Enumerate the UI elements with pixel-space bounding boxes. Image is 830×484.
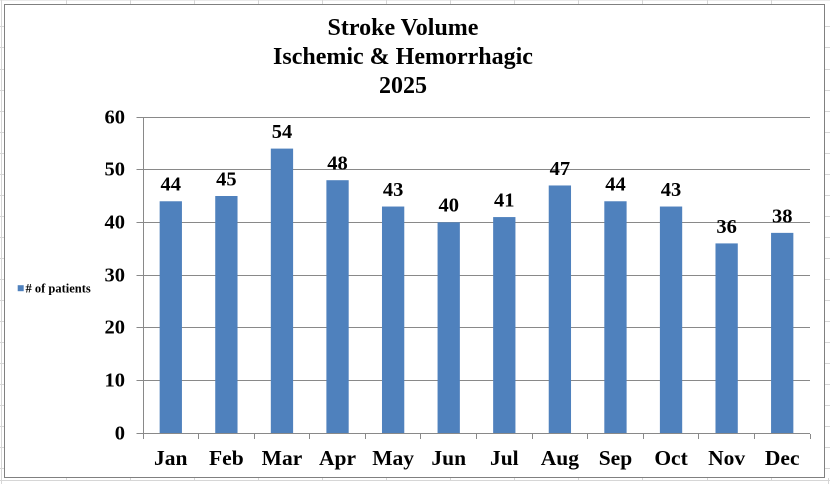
svg-text:47: 47	[550, 158, 571, 180]
svg-text:38: 38	[772, 205, 793, 227]
svg-text:40: 40	[105, 211, 126, 233]
svg-text:2025: 2025	[379, 73, 427, 99]
svg-text:Jan: Jan	[154, 446, 188, 470]
svg-text:40: 40	[438, 195, 459, 217]
svg-text:20: 20	[105, 316, 126, 338]
svg-text:Jul: Jul	[490, 446, 519, 470]
svg-text:36: 36	[716, 216, 737, 238]
svg-text:45: 45	[216, 168, 237, 190]
svg-text:50: 50	[105, 158, 126, 180]
svg-text:Stroke Volume: Stroke Volume	[328, 15, 479, 41]
svg-text:44: 44	[161, 174, 182, 196]
svg-text:48: 48	[327, 153, 348, 175]
svg-text:May: May	[372, 446, 414, 470]
svg-text:Apr: Apr	[319, 446, 356, 470]
svg-text:60: 60	[105, 106, 126, 128]
svg-text:Jun: Jun	[431, 446, 466, 470]
svg-text:Aug: Aug	[541, 446, 579, 470]
svg-text:Feb: Feb	[209, 446, 244, 470]
svg-text:43: 43	[383, 179, 404, 201]
svg-text:# of patients: # of patients	[26, 282, 91, 296]
svg-text:43: 43	[661, 179, 682, 201]
svg-text:41: 41	[494, 189, 515, 211]
svg-text:54: 54	[272, 121, 293, 143]
svg-text:Sep: Sep	[599, 446, 633, 470]
svg-text:Nov: Nov	[708, 446, 745, 470]
svg-text:44: 44	[605, 174, 626, 196]
svg-text:Mar: Mar	[262, 446, 303, 470]
svg-text:Oct: Oct	[654, 446, 688, 470]
svg-text:30: 30	[105, 264, 126, 286]
svg-text:0: 0	[115, 422, 125, 444]
svg-text:10: 10	[105, 369, 126, 391]
svg-text:Ischemic & Hemorrhagic: Ischemic & Hemorrhagic	[273, 44, 533, 70]
svg-text:Dec: Dec	[765, 446, 800, 470]
